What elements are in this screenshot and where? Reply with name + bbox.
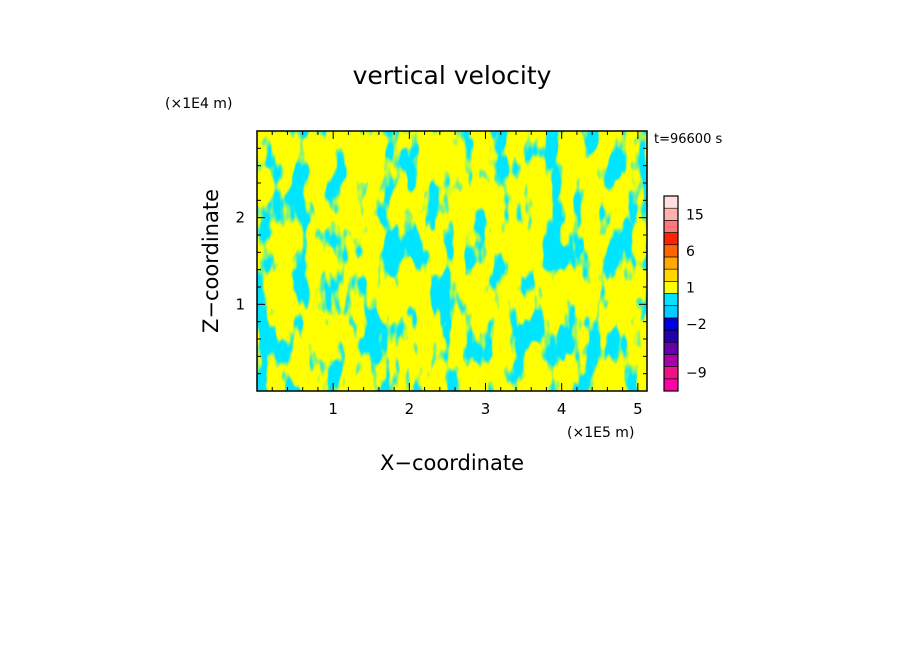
colorbar-swatch [663, 317, 679, 331]
x-tick-label: 1 [328, 400, 338, 418]
plot-area [257, 131, 647, 391]
x-unit-label: (×1E5 m) [567, 425, 634, 441]
chart-title: vertical velocity [353, 61, 552, 90]
colorbar-swatch [663, 207, 679, 221]
colorbar-swatch [663, 256, 679, 270]
y-tick-label: 1 [235, 295, 245, 313]
colorbar-swatch [663, 244, 679, 258]
x-tick-label: 5 [633, 400, 643, 418]
y-axis-label: Z−coordinate [199, 189, 223, 333]
colorbar-tick-label: 1 [686, 280, 695, 296]
colorbar-tick-label: −9 [686, 366, 707, 382]
y-axis: 12 [235, 147, 647, 375]
colorbar-swatch [663, 195, 679, 209]
x-axis-label: X−coordinate [380, 451, 524, 475]
x-axis: 1 2 3 4 5 [271, 131, 643, 418]
colorbar-swatch [663, 281, 679, 294]
colorbar-tick-label: 6 [686, 244, 695, 260]
colorbar-swatch [663, 341, 679, 355]
colorbar-swatch [663, 378, 679, 392]
time-label: t=96600 s [654, 132, 722, 147]
colorbar-swatch [663, 366, 679, 380]
colorbar: −9 −2 1 6 15 [663, 195, 707, 392]
y-unit-label: (×1E4 m) [165, 96, 232, 112]
colorbar-swatch [663, 268, 679, 282]
colorbar-swatch [663, 220, 679, 233]
colorbar-swatch [663, 232, 679, 246]
colorbar-swatch [663, 354, 679, 367]
x-tick-label: 2 [405, 400, 415, 418]
y-tick-label: 2 [235, 209, 245, 227]
colorbar-swatch [663, 293, 679, 306]
plot-frame [256, 130, 648, 392]
colorbar-swatch [663, 305, 679, 319]
colorbar-tick-label: 15 [686, 207, 704, 223]
colorbar-frame [663, 195, 679, 392]
x-tick-label: 4 [557, 400, 567, 418]
x-tick-label: 3 [481, 400, 491, 418]
colorbar-swatch [663, 329, 679, 343]
positive-field [257, 131, 647, 391]
colorbar-tick-label: −2 [686, 317, 707, 333]
